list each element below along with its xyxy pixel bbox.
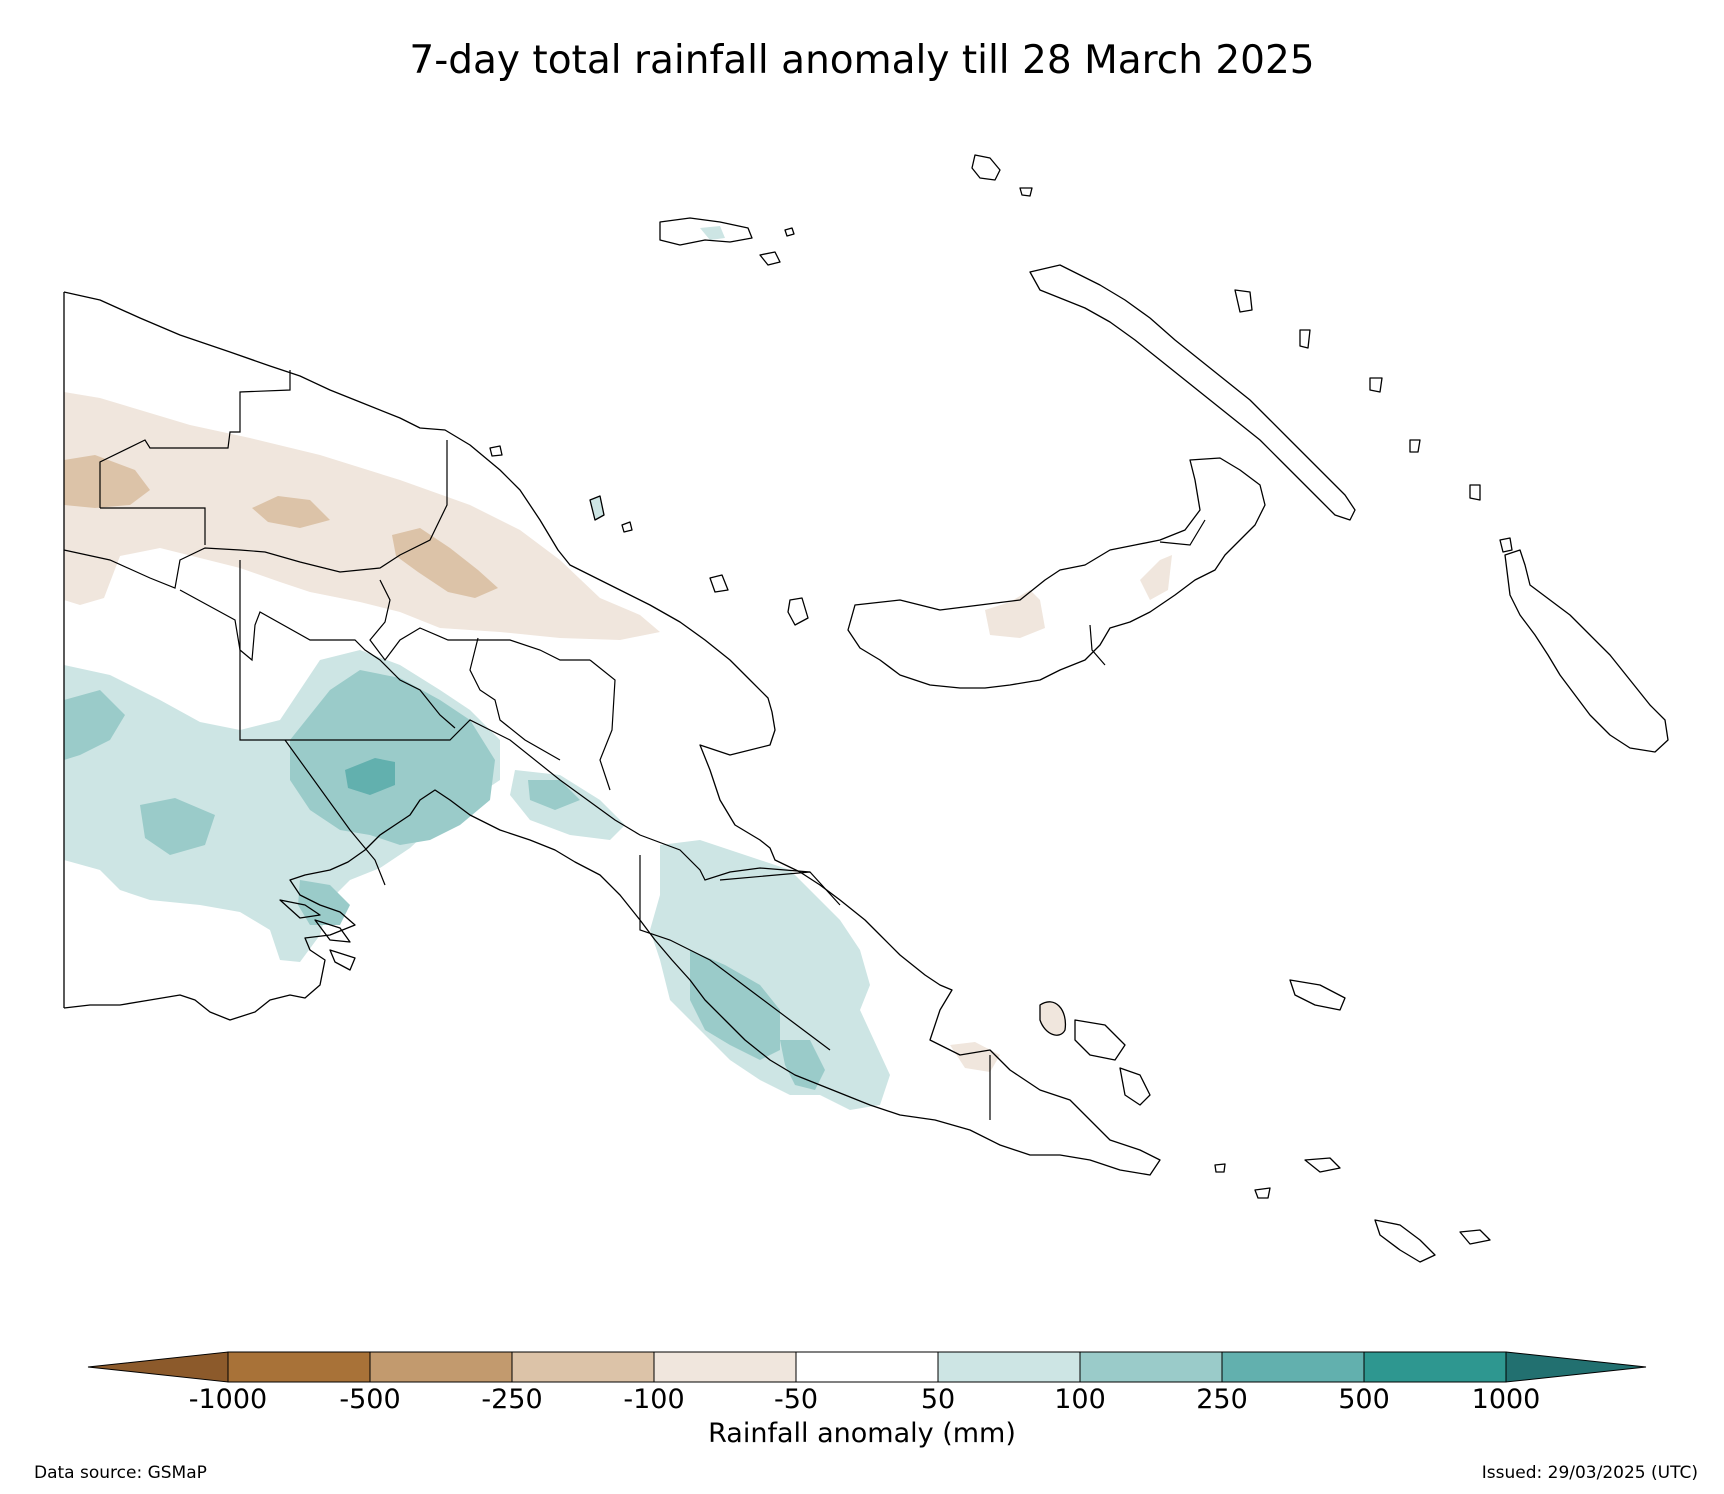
anomaly-shading bbox=[64, 226, 1172, 1110]
province-boundary bbox=[369, 579, 590, 661]
small-island bbox=[784, 227, 795, 237]
new-ireland bbox=[1029, 264, 1356, 521]
province-boundary bbox=[719, 871, 841, 906]
colorbar-bin bbox=[227, 1351, 371, 1383]
colorbar-bin bbox=[937, 1351, 1081, 1383]
small-island bbox=[1234, 289, 1253, 313]
delta-island bbox=[279, 899, 321, 919]
wet-anomaly-southwest-mid bbox=[64, 690, 125, 760]
wet-anomaly-southeast bbox=[650, 840, 890, 1110]
dry-anomaly-east-tip bbox=[950, 1042, 1000, 1072]
colorbar-tick-label: 1000 bbox=[1471, 1384, 1541, 1415]
louisiade-island bbox=[1459, 1229, 1491, 1245]
colorbar-bin bbox=[1363, 1351, 1507, 1383]
province-boundary bbox=[179, 589, 456, 729]
dentrecasteaux-island bbox=[1119, 1067, 1151, 1106]
trobriand-island bbox=[1289, 979, 1346, 1011]
issued-date-note: Issued: 29/03/2025 (UTC) bbox=[1481, 1463, 1698, 1483]
colorbar-tick-label: 100 bbox=[1054, 1384, 1106, 1415]
small-island bbox=[589, 495, 605, 521]
colorbar-bin bbox=[1079, 1351, 1223, 1383]
colorbar-tick-label: 250 bbox=[1196, 1384, 1248, 1415]
bougainville bbox=[1504, 549, 1669, 753]
colorbar-extend-low bbox=[87, 1351, 229, 1383]
delta-island bbox=[314, 919, 351, 943]
colorbar-tick-label: -500 bbox=[339, 1384, 401, 1415]
province-boundary bbox=[589, 659, 616, 791]
small-island bbox=[709, 574, 729, 593]
new-hanover bbox=[971, 154, 1001, 181]
colorbar bbox=[87, 1351, 1647, 1383]
colorbar-bin bbox=[511, 1351, 655, 1383]
dentrecasteaux-island bbox=[1074, 1019, 1126, 1061]
colorbar-bin bbox=[653, 1351, 797, 1383]
wet-anomaly-southeast-core2 bbox=[780, 1040, 825, 1090]
province-boundary bbox=[639, 855, 831, 1051]
manus-island bbox=[659, 217, 753, 246]
wet-anomaly-highlands-core bbox=[345, 758, 395, 795]
colorbar-bin bbox=[795, 1351, 939, 1383]
dry-anomaly-new-britain-east bbox=[1140, 555, 1172, 600]
colorbar-bin bbox=[1221, 1351, 1365, 1383]
colorbar-label: Rainfall anomaly (mm) bbox=[708, 1418, 1016, 1449]
dentrecasteaux-island bbox=[1039, 1001, 1067, 1036]
colorbar-extend-high bbox=[1505, 1351, 1647, 1383]
new-britain bbox=[847, 457, 1266, 689]
province-boundary bbox=[63, 440, 448, 589]
province-boundary bbox=[469, 637, 561, 761]
province-boundaries bbox=[63, 370, 1206, 1120]
colorbar-tick-label: -250 bbox=[481, 1384, 543, 1415]
dry-anomaly-northwest bbox=[64, 392, 660, 640]
province-boundary bbox=[284, 739, 386, 886]
wet-anomaly-bougainville-n bbox=[700, 226, 725, 240]
colorbar-tick-label: 500 bbox=[1338, 1384, 1390, 1415]
small-island bbox=[1214, 1163, 1226, 1173]
louisiade-island bbox=[1304, 1157, 1341, 1173]
colorbar-tick-label: -100 bbox=[623, 1384, 685, 1415]
small-island bbox=[1019, 187, 1033, 197]
small-island bbox=[759, 251, 781, 266]
province-boundary bbox=[99, 370, 291, 508]
province-boundary bbox=[1089, 624, 1106, 666]
wet-anomaly-highlands bbox=[290, 670, 495, 845]
coastlines bbox=[63, 154, 1669, 1263]
buka-island bbox=[1499, 537, 1513, 553]
map-title: 7-day total rainfall anomaly till 28 Mar… bbox=[409, 38, 1315, 83]
dry-anomaly-west-lobe bbox=[64, 455, 150, 508]
small-island bbox=[1369, 377, 1383, 393]
wet-anomaly-southeast-core bbox=[690, 950, 780, 1060]
province-boundary bbox=[239, 560, 811, 881]
colorbar-bin bbox=[369, 1351, 513, 1383]
small-island bbox=[1469, 484, 1481, 501]
province-boundary bbox=[1159, 519, 1206, 546]
wet-anomaly-south-coast bbox=[298, 880, 350, 925]
wet-anomaly-gulf-core bbox=[528, 780, 580, 810]
mainland-coastline bbox=[63, 291, 1161, 1176]
dry-anomaly-central-lobe bbox=[252, 496, 330, 528]
province-boundary bbox=[100, 507, 206, 545]
dry-anomaly-new-britain bbox=[985, 590, 1045, 638]
small-island bbox=[489, 445, 503, 457]
louisiade-island bbox=[1374, 1219, 1436, 1263]
colorbar-tick-label: 50 bbox=[920, 1384, 956, 1415]
small-island bbox=[1299, 329, 1311, 349]
small-island bbox=[1409, 439, 1421, 453]
dry-anomaly-islands bbox=[1040, 1001, 1066, 1036]
small-island bbox=[1254, 1187, 1271, 1199]
colorbar-tick-label: -50 bbox=[773, 1384, 819, 1415]
colorbar-tick-label: -1000 bbox=[188, 1384, 268, 1415]
small-island bbox=[621, 521, 633, 533]
small-island bbox=[787, 597, 809, 626]
delta-island bbox=[329, 949, 356, 971]
wet-anomaly-sw-center bbox=[140, 798, 215, 855]
data-source-note: Data source: GSMaP bbox=[34, 1463, 207, 1483]
